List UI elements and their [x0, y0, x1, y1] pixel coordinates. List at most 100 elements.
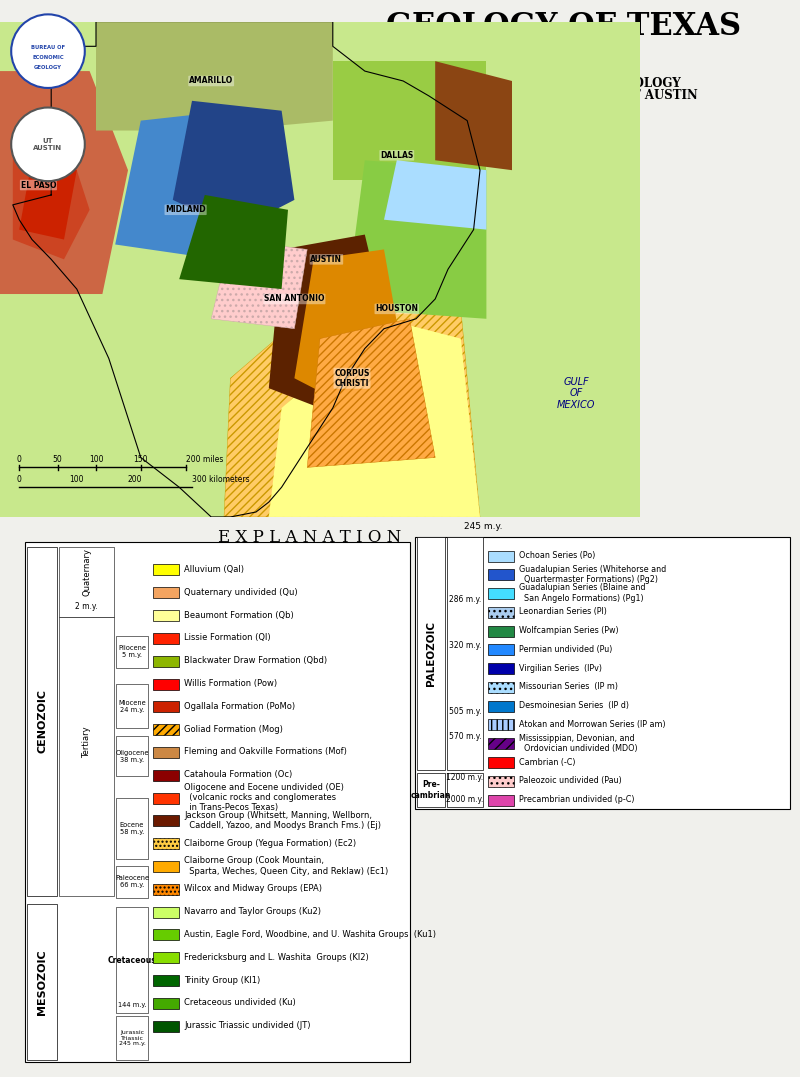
Text: Cretaceous undivided (Ku): Cretaceous undivided (Ku) — [184, 998, 296, 1007]
Text: Claiborne Group (Cook Mountain,
  Sparta, Weches, Queen City, and Reklaw) (Ec1): Claiborne Group (Cook Mountain, Sparta, … — [184, 856, 388, 876]
Bar — [417, 537, 445, 770]
Text: GEOLOGY OF TEXAS: GEOLOGY OF TEXAS — [386, 11, 742, 42]
Text: Wolfcampian Series (Pw): Wolfcampian Series (Pw) — [519, 626, 618, 635]
Polygon shape — [346, 160, 486, 319]
Bar — [116, 684, 148, 728]
Text: 505 m.y.: 505 m.y. — [449, 707, 482, 715]
Text: UT
AUSTIN: UT AUSTIN — [34, 138, 62, 151]
Text: Precambrian undivided (p-C): Precambrian undivided (p-C) — [519, 795, 634, 805]
Polygon shape — [211, 239, 307, 328]
Text: 0: 0 — [17, 475, 22, 485]
Text: CORPUS
CHRISTI: CORPUS CHRISTI — [334, 368, 370, 388]
Polygon shape — [13, 140, 90, 260]
Text: Missourian Series  (IP m): Missourian Series (IP m) — [519, 683, 618, 691]
Bar — [153, 770, 179, 781]
Text: MIDLAND: MIDLAND — [166, 206, 206, 214]
Text: Blackwater Draw Formation (Qbd): Blackwater Draw Formation (Qbd) — [184, 656, 327, 666]
Bar — [116, 635, 148, 668]
Bar — [116, 907, 148, 1013]
Text: Fredericksburg and L. Washita  Groups (Kl2): Fredericksburg and L. Washita Groups (Kl… — [184, 953, 369, 962]
Bar — [153, 679, 179, 689]
Bar — [415, 537, 790, 809]
Text: Desmoinesian Series  (IP d): Desmoinesian Series (IP d) — [519, 701, 629, 710]
Text: Alluvium (Qal): Alluvium (Qal) — [184, 565, 244, 574]
Bar — [488, 757, 514, 768]
Bar — [59, 617, 114, 896]
Polygon shape — [294, 250, 403, 408]
Bar — [153, 838, 179, 849]
Bar — [116, 798, 148, 859]
Text: Trinity Group (Kl1): Trinity Group (Kl1) — [184, 976, 260, 984]
Polygon shape — [384, 160, 486, 229]
Bar — [447, 537, 483, 770]
Bar — [25, 542, 410, 1062]
Text: Navarro and Taylor Groups (Ku2): Navarro and Taylor Groups (Ku2) — [184, 907, 321, 917]
Text: 1200 m.y.: 1200 m.y. — [446, 773, 483, 782]
Text: Jurassic Triassic undivided (JT): Jurassic Triassic undivided (JT) — [184, 1021, 310, 1030]
Text: Virgilian Series  (IPv): Virgilian Series (IPv) — [519, 663, 602, 673]
Bar — [153, 793, 179, 803]
Polygon shape — [269, 235, 397, 418]
Text: Mississippian, Devonian, and
  Ordovician undivided (MDO): Mississippian, Devonian, and Ordovician … — [519, 733, 638, 753]
Text: Fleming and Oakville Formations (Mof): Fleming and Oakville Formations (Mof) — [184, 747, 347, 756]
Bar — [153, 656, 179, 667]
Text: Oligocene
38 m.y.: Oligocene 38 m.y. — [115, 750, 149, 763]
Text: 286 m.y.: 286 m.y. — [449, 595, 481, 604]
Text: 2000 m.y.: 2000 m.y. — [446, 795, 484, 803]
Text: AUSTIN: AUSTIN — [310, 255, 342, 264]
Text: Permian undivided (Pu): Permian undivided (Pu) — [519, 645, 612, 654]
Text: Ochoan Series (Po): Ochoan Series (Po) — [519, 551, 595, 560]
Bar — [488, 644, 514, 656]
Text: Jurassic
Triassic
245 m.y.: Jurassic Triassic 245 m.y. — [118, 1030, 146, 1047]
Text: Eocene
58 m.y.: Eocene 58 m.y. — [120, 822, 144, 835]
Circle shape — [11, 108, 85, 181]
Text: Quaternary undivided (Qu): Quaternary undivided (Qu) — [184, 588, 298, 597]
Polygon shape — [96, 22, 333, 130]
Polygon shape — [0, 71, 128, 294]
Bar — [488, 663, 514, 674]
Text: Willis Formation (Pow): Willis Formation (Pow) — [184, 679, 277, 688]
Text: Goliad Formation (Mog): Goliad Formation (Mog) — [184, 725, 283, 733]
Text: 150: 150 — [134, 456, 148, 464]
Text: Quaternary: Quaternary — [82, 547, 91, 596]
Text: 245 m.y.: 245 m.y. — [464, 522, 502, 531]
Text: Pliocene
5 m.y.: Pliocene 5 m.y. — [118, 645, 146, 658]
Bar — [59, 547, 114, 617]
Polygon shape — [0, 22, 640, 517]
Bar — [27, 547, 57, 896]
Text: GULF
OF
MEXICO: GULF OF MEXICO — [557, 377, 595, 410]
Text: Claiborne Group (Yegua Formation) (Ec2): Claiborne Group (Yegua Formation) (Ec2) — [184, 839, 356, 848]
Text: 200 miles: 200 miles — [186, 456, 223, 464]
Bar — [488, 795, 514, 806]
Text: Cambrian (-C): Cambrian (-C) — [519, 757, 575, 767]
Text: Paleozoic undivided (Pau): Paleozoic undivided (Pau) — [519, 777, 622, 785]
Text: (512) 471-1534: (512) 471-1534 — [523, 127, 605, 136]
Text: Cretaceous: Cretaceous — [108, 955, 156, 965]
Bar — [153, 747, 179, 758]
Text: 1992: 1992 — [541, 57, 587, 75]
Polygon shape — [435, 61, 512, 170]
Bar — [488, 719, 514, 730]
Text: DALLAS: DALLAS — [380, 151, 414, 159]
Text: Austin, Eagle Ford, Woodbine, and U. Washita Groups  (Ku1): Austin, Eagle Ford, Woodbine, and U. Was… — [184, 929, 436, 939]
Bar — [153, 587, 179, 599]
Bar — [153, 724, 179, 736]
Text: Wilcox and Midway Groups (EPA): Wilcox and Midway Groups (EPA) — [184, 884, 322, 893]
Bar — [116, 736, 148, 777]
Polygon shape — [19, 160, 77, 239]
Text: University Station, Box X: University Station, Box X — [498, 102, 630, 111]
Text: Guadalupian Series (Blaine and
  San Angelo Formations) (Pg1): Guadalupian Series (Blaine and San Angel… — [519, 584, 646, 603]
Text: HOUSTON: HOUSTON — [375, 305, 418, 313]
Text: Beaumont Formation (Qb): Beaumont Formation (Qb) — [184, 611, 294, 619]
Text: Oligocene and Eocene undivided (OE)
  (volcanic rocks and conglomerates
  in Tra: Oligocene and Eocene undivided (OE) (vol… — [184, 783, 344, 812]
Text: 200: 200 — [127, 475, 142, 485]
Bar — [488, 775, 514, 787]
Text: Catahoula Formation (Oc): Catahoula Formation (Oc) — [184, 770, 292, 780]
Bar — [153, 564, 179, 575]
Bar — [116, 866, 148, 897]
Bar — [488, 588, 514, 599]
Text: BUREAU OF ECONOMIC GEOLOGY: BUREAU OF ECONOMIC GEOLOGY — [448, 76, 680, 89]
Bar — [153, 815, 179, 826]
Text: AMARILLO: AMARILLO — [189, 76, 234, 85]
Text: 2 m.y.: 2 m.y. — [75, 602, 98, 611]
